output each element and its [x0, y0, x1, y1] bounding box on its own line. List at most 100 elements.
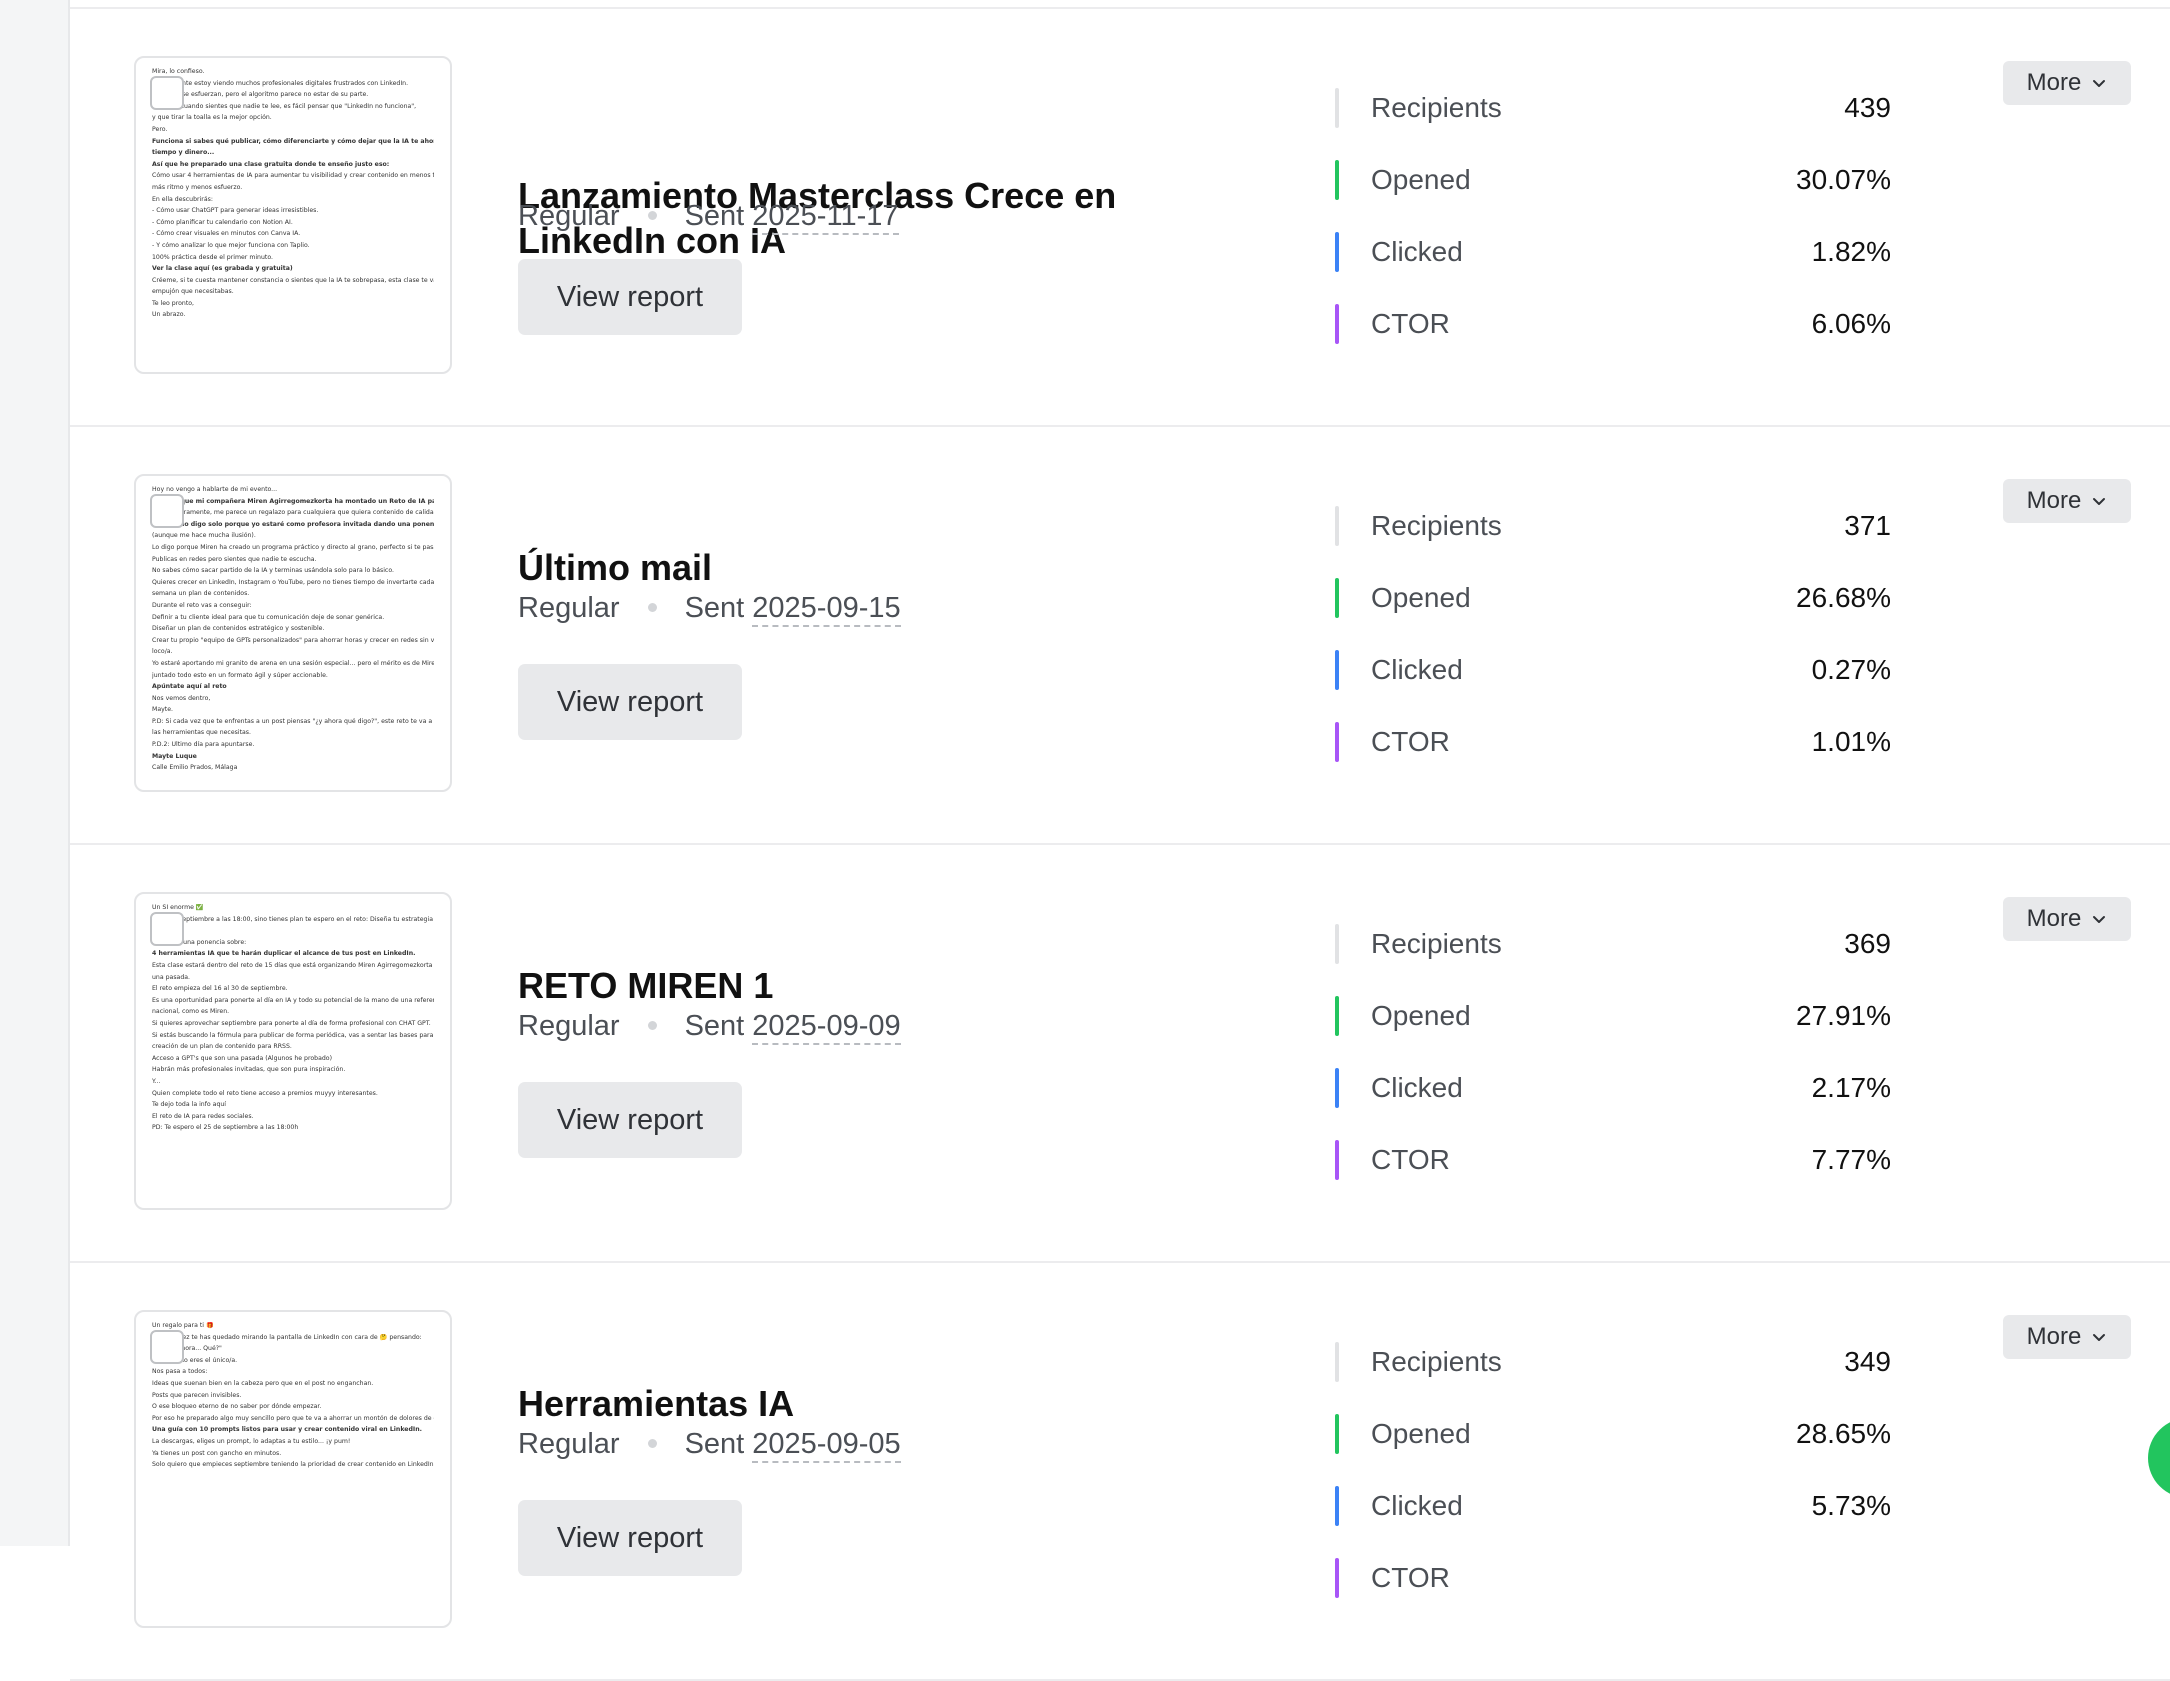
stat-value: 371 [1844, 510, 1891, 541]
view-report-button[interactable]: View report [518, 1082, 742, 1158]
preview-line: Hoy no vengo a hablarte de mi evento... [152, 486, 278, 493]
preview-line: PD: Te espero el 25 de septiembre a las … [152, 1124, 299, 1132]
sidebar [0, 0, 70, 1546]
preview-line: Te dejo toda la info aquí [152, 1101, 227, 1109]
sent-label: Sent [684, 200, 745, 232]
stat-color-bar [1335, 722, 1339, 762]
chat-icon[interactable] [2148, 1418, 2170, 1498]
stat-color-bar [1335, 232, 1339, 272]
stat-label: Clicked [1371, 1072, 1463, 1103]
preview-line: Si quieres aprovechar septiembre para po… [152, 1019, 431, 1027]
preview-line: El 25 de septiembre a las 18:00, sino ti… [152, 915, 434, 923]
chevron-down-icon [2093, 916, 2106, 923]
preview-line: loco/a. [152, 648, 173, 656]
view-report-button[interactable]: View report [518, 1500, 742, 1576]
email-preview-thumbnail[interactable]: Un SÍ enorme ✅ El 25 de septiembre a las … [134, 892, 452, 1210]
stat-opened: Opened 27.91% [1335, 996, 1891, 1036]
preview-line: Lo digo porque Miren ha creado un progra… [152, 543, 434, 551]
view-report-button[interactable]: View report [518, 259, 742, 335]
stat-label: Recipients [1371, 1346, 1502, 1377]
stat-clicked: Clicked 2.17% [1335, 1068, 1891, 1108]
view-report-button[interactable]: View report [518, 664, 742, 740]
more-button[interactable]: More [2003, 1315, 2131, 1359]
preview-line: creación de un plan de contenido para RR… [152, 1043, 292, 1051]
stat-label: Clicked [1371, 654, 1463, 685]
stat-clicked: Clicked 1.82% [1335, 232, 1891, 272]
preview-line: con IA. [152, 927, 434, 936]
preview-line: Publicas en redes pero sientes que nadie… [152, 555, 317, 563]
email-preview-thumbnail[interactable]: Mira, lo confieso. Últimamente estoy vien… [134, 56, 452, 374]
preview-line: que, sinceramente, me parece un regalazo… [152, 509, 434, 517]
stat-recipients: Recipients 349 [1335, 1342, 1891, 1382]
preview-line: En ella descubrirás: [152, 195, 213, 203]
preview-line: Posts que parecen invisibles. [152, 1391, 242, 1399]
preview-line: semana un plan de contenidos. [152, 590, 250, 598]
separator-dot [647, 210, 657, 220]
more-button[interactable]: More [2003, 897, 2131, 941]
preview-line: Es una oportunidad para ponerte al día e… [152, 996, 434, 1004]
avatar [150, 1330, 184, 1364]
preview-line: O ese bloqueo eterno de no saber por dón… [152, 1403, 322, 1411]
separator-dot [647, 1020, 657, 1030]
stat-label: CTOR [1371, 726, 1450, 757]
preview-line: Un SÍ enorme ✅ [152, 904, 204, 911]
stat-label: Clicked [1371, 236, 1463, 267]
sent-date: 2025-09-05 [752, 1428, 901, 1463]
campaign-type: Regular [518, 1428, 620, 1460]
preview-line: Créeme, si te cuesta mantener constancia… [152, 276, 434, 284]
preview-line: Durante el reto vas a conseguir: [152, 601, 252, 609]
stat-value: 369 [1844, 928, 1891, 959]
email-preview-thumbnail[interactable]: Hoy no vengo a hablarte de mi evento... R… [134, 474, 452, 792]
preview-line: empujón que necesitabas. [152, 288, 234, 296]
campaign-title[interactable]: RETO MIREN 1 [518, 965, 774, 1006]
preview-line: Resulta que mi compañera Miren Agirregom… [152, 497, 434, 505]
campaign-title[interactable]: Herramientas IA [518, 1383, 795, 1424]
email-preview-thumbnail[interactable]: Un regalo para ti 🎁 ¿Alguna vez te has qu… [134, 1310, 452, 1628]
preview-line: una pasada. [152, 973, 191, 981]
preview-line: - Cómo usar ChatGPT para generar ideas i… [152, 207, 319, 215]
preview-line: P.D: Si cada vez que te enfrentas a un p… [152, 717, 434, 725]
preview-line: Ideas que suenan bien en la cabeza pero … [152, 1379, 374, 1387]
stat-value: 27.91% [1796, 1000, 1891, 1031]
preview-line: 4 herramientas IA que te harán duplicar … [152, 950, 416, 958]
campaign-row: Un regalo para ti 🎁 ¿Alguna vez te has qu… [70, 1263, 2170, 1681]
preview-line: La descargas, eliges un prompt, lo adapt… [152, 1437, 351, 1445]
preview-line: - Y cómo analizar lo que mejor funciona … [152, 241, 310, 249]
preview-line: Mayte. [152, 706, 173, 714]
preview-line: Nos vemos dentro, [152, 694, 211, 702]
stat-value: 26.68% [1796, 582, 1891, 613]
preview-line: 100% práctica desde el primer minuto. [152, 253, 273, 261]
preview-line: Nos pasa a todos: [152, 1368, 208, 1376]
preview-line: Un abrazo. [152, 311, 186, 319]
stat-label: Opened [1371, 1000, 1471, 1031]
more-button[interactable]: More [2003, 61, 2131, 105]
preview-line: Calle Emilio Prados, Málaga [152, 764, 238, 772]
campaign-meta: Regular Sent 2025-09-09 [518, 1010, 901, 1045]
more-label: More [2026, 1323, 2082, 1350]
stat-color-bar [1335, 160, 1339, 200]
stat-ctor: CTOR [1335, 1558, 1891, 1598]
sent-label: Sent [684, 1428, 745, 1460]
preview-line: Esta clase estará dentro del reto de 15 … [152, 961, 434, 969]
stat-recipients: Recipients 369 [1335, 924, 1891, 964]
preview-line: Acceso a GPT's que son una pasada (Algun… [152, 1054, 332, 1062]
preview-line: Quieres crecer en LinkedIn, Instagram o … [152, 578, 434, 586]
avatar [150, 912, 184, 946]
chevron-down-icon [2093, 498, 2106, 505]
stat-color-bar [1335, 304, 1339, 344]
campaign-title[interactable]: Último mail [518, 547, 713, 588]
campaign-row: Hoy no vengo a hablarte de mi evento... R… [70, 427, 2170, 845]
stat-value: 28.65% [1796, 1418, 1891, 1449]
preview-line: Últimamente estoy viendo muchos profesio… [152, 79, 409, 87]
stat-value: 30.07% [1796, 164, 1891, 195]
more-button[interactable]: More [2003, 479, 2131, 523]
preview-line: Ver la clase aquí (es grabada y gratuita… [152, 265, 293, 273]
preview-line: nacional, como es Miren. [152, 1008, 230, 1016]
stat-value: 7.77% [1811, 1144, 1891, 1175]
chevron-down-icon [2093, 1334, 2106, 1341]
campaign-title[interactable]: Lanzamiento Masterclass Crece en LinkedI… [518, 175, 1117, 261]
preview-line: Te leo pronto, [152, 299, 194, 307]
stat-label: Opened [1371, 164, 1471, 195]
stat-label: Recipients [1371, 928, 1502, 959]
preview-line: P.D.2: Último día para apuntarse. [152, 741, 255, 749]
